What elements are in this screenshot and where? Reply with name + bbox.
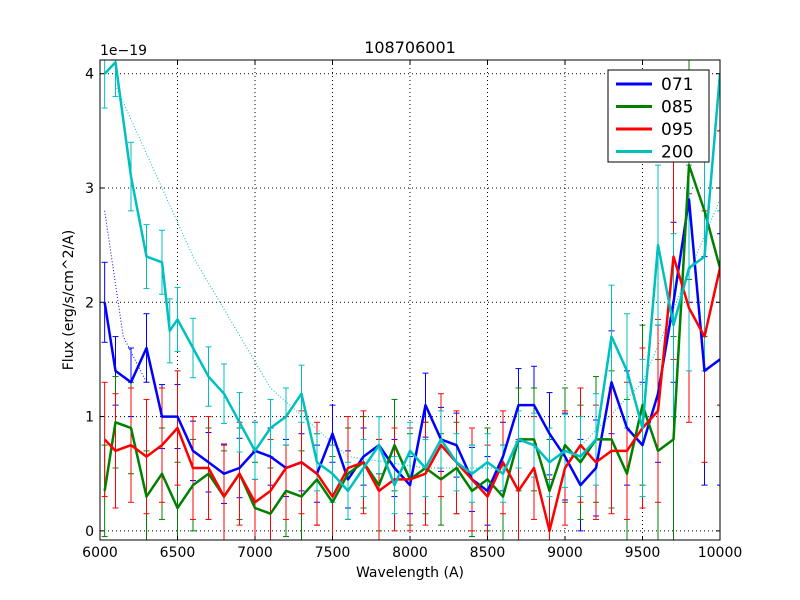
x-tick-label: 8000 bbox=[392, 545, 428, 561]
y-tick-label: 1 bbox=[85, 410, 94, 426]
y-tick-label: 2 bbox=[85, 295, 94, 311]
x-tick-label: 9500 bbox=[625, 545, 661, 561]
chart-title: 108706001 bbox=[364, 38, 456, 57]
legend-label-085: 085 bbox=[661, 98, 693, 118]
data-layer bbox=[101, 60, 720, 540]
x-axis-label: Wavelength (A) bbox=[356, 565, 464, 581]
legend-label-071: 071 bbox=[661, 75, 693, 95]
legend-label-095: 095 bbox=[661, 120, 693, 140]
y-tick-label: 3 bbox=[85, 181, 94, 197]
y-tick-label: 4 bbox=[85, 67, 94, 83]
y-axis-label: Flux (erg/s/cm^2/A) bbox=[61, 230, 77, 370]
legend-label-200: 200 bbox=[661, 143, 693, 163]
x-tick-label: 6000 bbox=[82, 545, 118, 561]
x-tick-label: 8500 bbox=[470, 545, 506, 561]
series-line-095 bbox=[103, 255, 720, 533]
series-line-071 bbox=[103, 198, 720, 493]
y-tick-label: 0 bbox=[85, 524, 94, 540]
y-scale-offset: 1e−19 bbox=[100, 43, 147, 59]
x-tick-label: 10000 bbox=[698, 545, 743, 561]
ticks: 6000 6500 7000 7500 8000 8500 9000 9500 10000 0 1 2… bbox=[82, 60, 742, 561]
x-tick-label: 6500 bbox=[160, 545, 196, 561]
x-tick-label: 7000 bbox=[237, 545, 273, 561]
x-tick-label: 7500 bbox=[315, 545, 351, 561]
x-tick-label: 9000 bbox=[547, 545, 583, 561]
fit-line-200 bbox=[115, 84, 503, 469]
series-line-200 bbox=[103, 61, 720, 493]
fit-line-071 bbox=[104, 210, 147, 383]
